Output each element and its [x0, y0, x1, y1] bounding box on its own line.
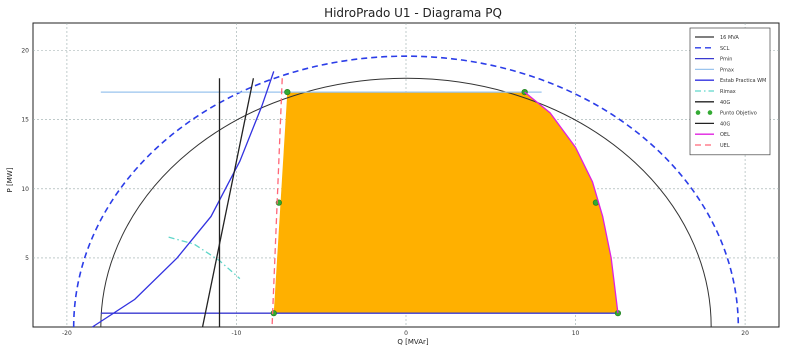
series-line-0 [100, 77, 712, 328]
legend-label: Punto Objetivo [720, 111, 757, 117]
legend-box [689, 27, 771, 156]
series-line-10 [271, 78, 283, 328]
x-tick-label: -20 [62, 330, 72, 337]
target-point-marker [270, 310, 277, 317]
legend-label: Rimax [720, 89, 736, 95]
x-tick-label: 0 [404, 330, 408, 337]
y-tick-label: 10 [21, 186, 29, 193]
y-tick-label: 15 [21, 117, 29, 124]
legend-label: UEL [720, 143, 730, 149]
legend: 16 MVA SCL Pmin Pmax Estab Practica WM Rimax 4… [689, 27, 771, 156]
legend-label: Pmax [720, 67, 734, 73]
legend-label: 40G [720, 100, 730, 106]
legend-label: 40G [720, 121, 730, 127]
feasible-region-fill [273, 92, 618, 314]
y-tick-label: 20 [21, 48, 29, 55]
legend-marker [707, 110, 713, 115]
y-tick-label: 5 [25, 255, 29, 262]
legend-marker [695, 110, 701, 115]
series-line-9 [524, 91, 619, 314]
x-tick-label: 20 [741, 330, 749, 337]
x-tick-label: 10 [572, 330, 580, 337]
chart-title: HidroPrado U1 - Diagrama PQ [324, 6, 502, 20]
series-line-5 [168, 236, 241, 280]
x-tick-label: -10 [232, 330, 242, 337]
legend-label: OEL [720, 132, 730, 138]
target-point-marker [284, 88, 291, 96]
y-axis-label: P [MW] [6, 167, 14, 192]
series-line-1 [72, 55, 740, 328]
legend-label: Estab Practica WM [720, 78, 766, 84]
legend-label: Pmin [720, 57, 732, 63]
plot-area: -20 -10 0 10 20 5 10 15 20 [21, 22, 780, 337]
series-line-4 [91, 71, 275, 328]
x-axis-label: Q [MVAr] [397, 338, 429, 346]
legend-label: SCL [720, 46, 730, 52]
series-line-6 [201, 78, 255, 328]
legend-label: 16 MVA [720, 35, 739, 41]
